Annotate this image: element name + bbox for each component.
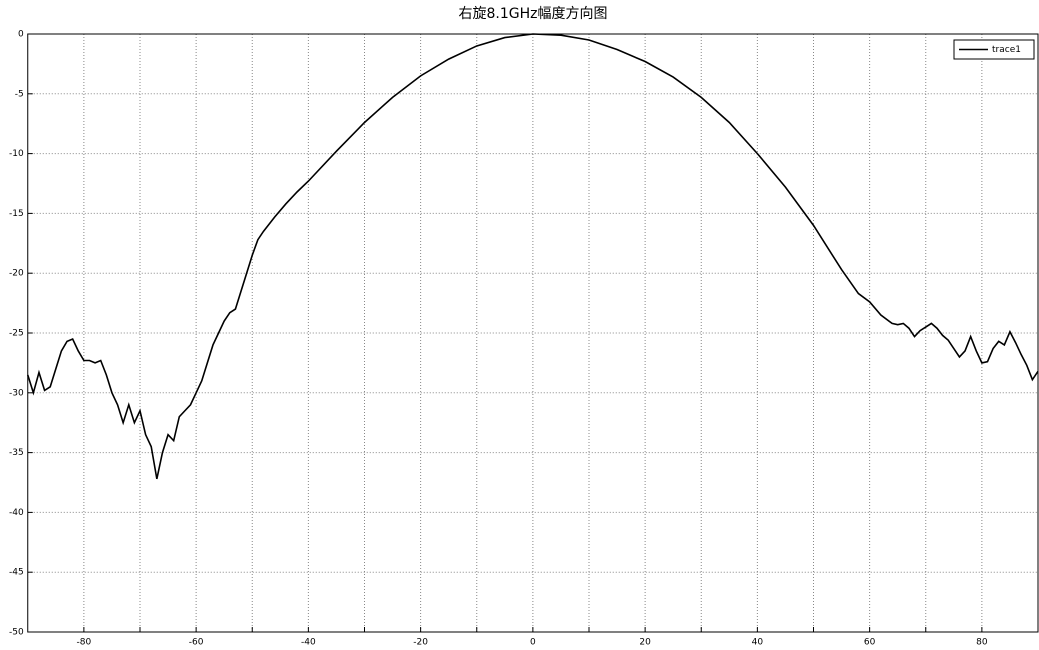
y-tick-label: -35	[9, 448, 24, 458]
x-tick-label: -20	[413, 638, 428, 648]
y-tick-label: -45	[9, 568, 24, 578]
legend-label: trace1	[992, 45, 1021, 55]
y-tick-label: 0	[18, 30, 24, 40]
x-tick-label: 0	[530, 638, 536, 648]
y-tick-label: -40	[9, 508, 24, 518]
y-tick-label: -50	[9, 628, 24, 638]
x-tick-label: 60	[864, 638, 876, 648]
x-tick-label: 20	[639, 638, 651, 648]
chart-title: 右旋8.1GHz幅度方向图	[459, 6, 608, 22]
x-tick-label: 40	[752, 638, 764, 648]
x-tick-label: -80	[77, 638, 92, 648]
legend-box	[953, 39, 1035, 60]
y-tick-label: -30	[9, 388, 24, 398]
y-tick-label: -25	[9, 329, 24, 339]
x-tick-label: -40	[301, 638, 316, 648]
y-tick-label: -15	[9, 209, 24, 219]
y-tick-label: -5	[15, 89, 24, 99]
y-tick-label: -20	[9, 269, 24, 279]
y-tick-label: -10	[9, 149, 24, 159]
trace-line	[26, 33, 1039, 480]
x-tick-label: 80	[976, 638, 988, 648]
x-tick-label: -60	[189, 638, 204, 648]
